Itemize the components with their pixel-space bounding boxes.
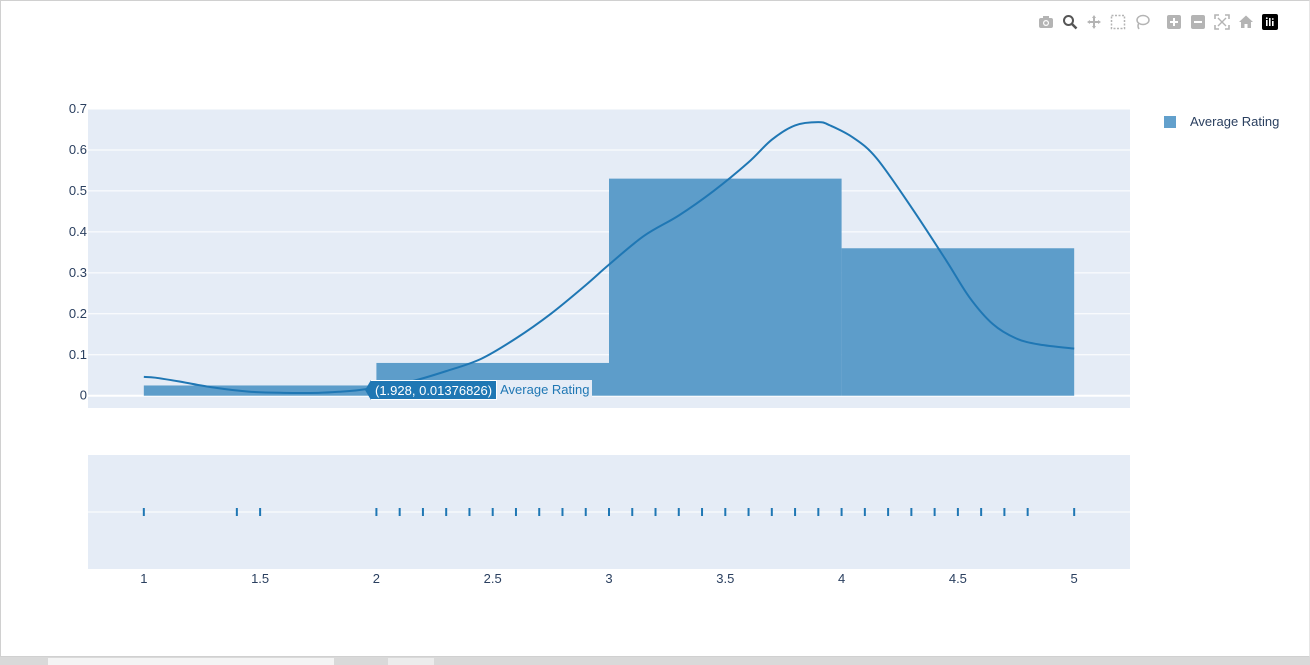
tooltip-series-name: Average Rating (497, 380, 593, 400)
rug-marks (142, 508, 1076, 516)
tooltip-arrow (365, 380, 371, 400)
lasso-select-icon[interactable] (1132, 12, 1152, 32)
histogram-bar (609, 178, 842, 396)
x-tick-label: 3.5 (716, 571, 734, 586)
camera-icon[interactable] (1036, 12, 1056, 32)
y-tick-label: 0.6 (69, 142, 87, 157)
x-tick-label: 2.5 (484, 571, 502, 586)
zoom-in-icon[interactable] (1164, 12, 1184, 32)
modebar (1036, 12, 1284, 32)
y-tick-label: 0.7 (69, 101, 87, 116)
x-tick-label: 1.5 (251, 571, 269, 586)
histogram-bar (143, 385, 377, 396)
tooltip-value: (1.928, 0.01376826) (371, 380, 498, 400)
reset-axes-icon[interactable] (1236, 12, 1256, 32)
kde-line (143, 121, 1075, 394)
taskbar-tab[interactable] (388, 658, 434, 665)
zoom-icon[interactable] (1060, 12, 1080, 32)
y-axis-ticks: 0 0.1 0.2 0.3 0.4 0.5 0.6 0.7 (69, 101, 87, 403)
autoscale-icon[interactable] (1212, 12, 1232, 32)
taskbar (0, 657, 1310, 665)
y-tick-label: 0.1 (69, 347, 87, 362)
legend-item[interactable]: Average Rating (1164, 114, 1279, 129)
x-axis-ticks: 1 1.5 2 2.5 3 3.5 4 4.5 5 (140, 571, 1078, 586)
x-tick-label: 3 (605, 571, 612, 586)
histogram-bar (841, 248, 1075, 396)
plotly-logo-icon[interactable] (1260, 12, 1280, 32)
histogram-bars (143, 178, 1075, 396)
y-tick-label: 0.5 (69, 183, 87, 198)
y-tick-label: 0.3 (69, 265, 87, 280)
legend-swatch (1164, 115, 1176, 128)
x-tick-label: 1 (140, 571, 147, 586)
x-tick-label: 4.5 (949, 571, 967, 586)
x-tick-label: 5 (1071, 571, 1078, 586)
taskbar-tab[interactable] (48, 658, 334, 665)
legend-label: Average Rating (1190, 114, 1280, 129)
hover-tooltip: (1.928, 0.01376826) Average Rating (365, 380, 593, 400)
x-tick-label: 4 (838, 571, 845, 586)
box-select-icon[interactable] (1108, 12, 1128, 32)
y-tick-label: 0 (80, 388, 87, 403)
y-tick-label: 0.4 (69, 224, 87, 239)
x-tick-label: 2 (373, 571, 380, 586)
y-tick-label: 0.2 (69, 306, 87, 321)
kde-curve (143, 121, 1075, 394)
zoom-out-icon[interactable] (1188, 12, 1208, 32)
pan-icon[interactable] (1084, 12, 1104, 32)
